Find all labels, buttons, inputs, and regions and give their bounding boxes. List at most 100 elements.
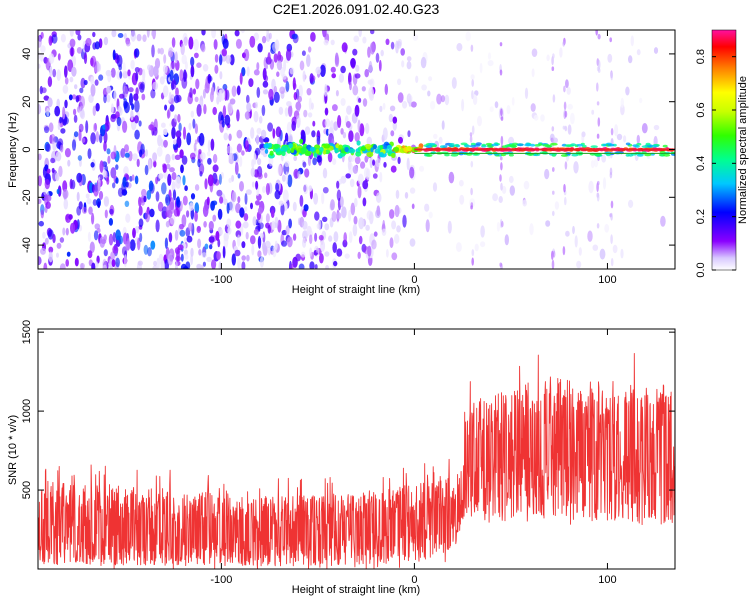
- snr-x-ticks: -100 0 100: [210, 329, 617, 586]
- spectrogram-cell: [357, 251, 361, 259]
- spectrogram-cell: [352, 165, 359, 174]
- y-tick-label: 500: [21, 481, 33, 499]
- spectrogram-cell: [147, 64, 152, 71]
- spectrogram-cell: [365, 122, 370, 135]
- spectrogram-cell: [104, 209, 108, 219]
- spectrogram-cell: [470, 187, 473, 196]
- spectrogram-cell: [313, 192, 319, 205]
- spectrogram-cell: [508, 136, 515, 145]
- spectrogram-cell: [179, 229, 186, 237]
- spectrogram-cell: [487, 60, 494, 67]
- spectrogram-cell: [271, 220, 275, 231]
- spectrogram-cell: [571, 153, 579, 157]
- spectrogram-cell: [110, 67, 116, 78]
- spectrogram-cell: [324, 251, 330, 257]
- spectrogram-cell: [70, 46, 74, 57]
- spectrogram-cell: [112, 182, 116, 189]
- spectrogram-cell: [560, 154, 568, 157]
- spectrogram-cell: [322, 216, 328, 222]
- spectrogram-cell: [130, 110, 134, 121]
- spectrogram-cell: [362, 180, 369, 190]
- x-tick-label: -100: [210, 574, 232, 586]
- spectrogram-cell: [246, 102, 252, 113]
- spectrogram-cell: [402, 214, 407, 228]
- spectrogram-cell: [241, 67, 246, 77]
- spectrogram-cell: [310, 102, 314, 110]
- spectrogram-cell: [376, 205, 381, 217]
- spectrogram-cell: [449, 143, 455, 146]
- colorbar-ticks: 0.0 0.2 0.4 0.6 0.8: [695, 29, 737, 278]
- spectrogram-cell: [370, 147, 374, 153]
- spectrogram-cell: [209, 244, 213, 250]
- spectrogram-cell: [612, 244, 618, 254]
- spectrogram-cell: [218, 173, 222, 185]
- spectrogram-cell: [221, 120, 225, 128]
- colorbar-label: Normalized spectral amplitude: [737, 76, 749, 224]
- spectrogram-cell: [40, 247, 46, 255]
- spectrogram-cell: [284, 132, 289, 145]
- spectrogram-cell: [212, 164, 219, 173]
- spectrogram-cell: [355, 151, 362, 157]
- spectrogram-cell: [596, 223, 600, 229]
- spectrogram-cell: [397, 156, 401, 165]
- spectrogram-cell: [602, 177, 607, 190]
- spectrogram-cell: [151, 30, 157, 37]
- spectrogram-cell: [98, 74, 104, 81]
- spectrogram-cell: [124, 144, 129, 153]
- spectrogram-cell: [155, 219, 160, 233]
- spectrogram-cell: [496, 221, 500, 232]
- spectrogram-cell: [186, 235, 193, 243]
- spectrogram-cell: [142, 34, 147, 42]
- spectrogram-cell: [38, 175, 42, 187]
- spectrogram-cell: [538, 143, 543, 146]
- spectrogram-cell: [48, 122, 54, 133]
- spectrogram-cell: [366, 136, 373, 146]
- spectrogram-cell: [122, 120, 128, 133]
- spectrogram-cell: [246, 254, 250, 262]
- spectrogram-cell: [115, 177, 119, 184]
- spectrogram-cell: [64, 148, 71, 158]
- spectrogram-cell: [604, 223, 610, 233]
- spectrogram-cell: [196, 62, 202, 68]
- spectrogram-cell: [338, 144, 343, 150]
- spectrogram-cell: [134, 175, 139, 185]
- spectrogram-cell: [167, 108, 171, 118]
- spectrogram-cell: [123, 166, 129, 176]
- spectrogram-cell: [313, 152, 318, 158]
- spectrogram-cell: [59, 116, 63, 124]
- spectrogram-cell: [237, 234, 241, 247]
- spectrogram-cell: [267, 246, 271, 256]
- spectrogram-cell: [637, 154, 644, 157]
- y-tick-label: -40: [21, 237, 33, 253]
- spectrogram-cell: [404, 192, 409, 199]
- spectrogram-cell: [409, 238, 416, 247]
- spectrogram-cell: [219, 196, 224, 204]
- spectrogram-cell: [194, 96, 199, 103]
- spectrogram-cell: [207, 174, 214, 187]
- spectrogram-cell: [379, 105, 383, 113]
- spectrogram-cell: [56, 188, 60, 195]
- spectrogram-cell: [246, 94, 250, 104]
- spectrogram-cell: [55, 172, 60, 182]
- spectrogram-cell: [470, 44, 474, 52]
- spectrogram-cell: [160, 259, 165, 269]
- spectrogram-cell: [138, 218, 144, 228]
- spectrogram-cell: [67, 159, 71, 167]
- spectrogram-cell: [281, 150, 286, 156]
- spectrogram-cell: [158, 173, 164, 180]
- spectrogram-cell: [562, 40, 565, 47]
- spectrogram-cell: [273, 53, 278, 63]
- spectrogram-cell: [38, 63, 41, 69]
- spectrogram-cell: [353, 35, 360, 43]
- spectrogram-cell: [211, 200, 218, 206]
- spectrogram-cell: [250, 167, 256, 177]
- spectrogram-cell: [324, 83, 328, 97]
- spectrogram-cell: [173, 95, 180, 104]
- spectrogram-cell: [597, 68, 601, 73]
- spectrogram-cell: [73, 108, 77, 116]
- spectrogram-cell: [316, 223, 320, 229]
- spectrogram-cell: [341, 206, 347, 219]
- spectrogram-cell: [47, 76, 53, 88]
- spectrogram-cell: [465, 31, 471, 42]
- spectrogram-cell: [89, 241, 95, 254]
